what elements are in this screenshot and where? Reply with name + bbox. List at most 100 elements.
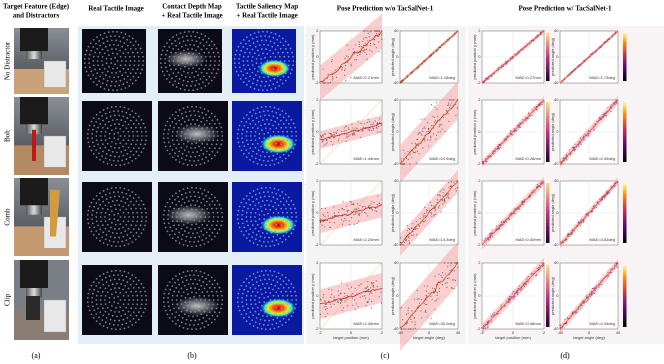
tactile-pin (265, 187, 267, 189)
tactile-pin (93, 39, 95, 41)
prediction-point (434, 309, 435, 310)
tactile-pin (124, 244, 126, 246)
prediction-point (333, 132, 334, 133)
tactile-pin (186, 62, 188, 64)
prediction-point (510, 296, 511, 297)
tactile-pin (143, 229, 145, 231)
tactile-pin (278, 299, 280, 301)
tactile-pin (102, 314, 104, 316)
tactile-pin (128, 124, 130, 126)
tactile-pin (125, 276, 127, 278)
tactile-pin (214, 236, 216, 238)
tactile-pin (280, 127, 282, 129)
tactile-pin (101, 60, 103, 62)
tactile-pin (283, 197, 285, 199)
prediction-point (581, 219, 582, 220)
tactile-pin (272, 310, 274, 312)
prediction-point (531, 108, 532, 109)
tactile-pin (295, 139, 297, 141)
tactile-pin (279, 56, 281, 58)
tactile-pin (234, 62, 236, 64)
tactile-pin (144, 208, 146, 210)
tactile-pin (239, 289, 241, 291)
tactile-pin (206, 314, 208, 316)
tactile-pin (86, 50, 88, 52)
tactile-pin (100, 295, 102, 297)
prediction-point (420, 218, 421, 219)
tactile-pin (245, 202, 247, 204)
prediction-point (447, 278, 448, 279)
tactile-pin (194, 147, 196, 149)
tactile-pin (118, 204, 120, 206)
tactile-pin (288, 287, 290, 289)
tactile-pin (250, 131, 252, 133)
prediction-point (532, 115, 533, 116)
tactile-pin (285, 48, 287, 50)
tactile-pin (89, 146, 91, 148)
tactile-pin (187, 164, 189, 166)
tactile-pin (241, 137, 243, 139)
tactile-pin (175, 240, 177, 242)
tactile-pin (280, 314, 282, 316)
tactile-pin (277, 220, 279, 222)
tactile-pin (123, 131, 125, 133)
tactile-pin (287, 52, 289, 54)
column-header: Real Tactile Image (88, 5, 144, 13)
tactile-pin (255, 311, 257, 313)
tactile-pin (192, 233, 194, 235)
tactile-pin (131, 191, 133, 193)
tactile-pin (141, 52, 143, 54)
prediction-point (325, 316, 326, 317)
tactile-pin (183, 271, 185, 273)
prediction-point (325, 301, 326, 302)
tactile-pin (255, 295, 257, 297)
tactile-pin (188, 315, 190, 317)
tactile-pin (262, 200, 264, 202)
prediction-point (412, 223, 413, 224)
tactile-pin (91, 218, 93, 220)
tactile-pin (256, 198, 258, 200)
tactile-pin (128, 205, 130, 207)
prediction-point (330, 306, 331, 307)
tactile-pin (249, 204, 251, 206)
prediction-point (514, 296, 515, 297)
tactile-pin (204, 288, 206, 290)
prediction-point (435, 120, 436, 121)
tactile-pin (105, 238, 107, 240)
tactile-pin (279, 64, 281, 66)
tactile-pin (253, 325, 255, 327)
tactile-pin (278, 272, 280, 274)
prediction-point (359, 213, 360, 214)
tactile-pin (130, 307, 132, 309)
tactile-pin (119, 223, 121, 225)
prediction-point (341, 69, 342, 70)
prediction-point (453, 279, 454, 280)
tactile-pin (290, 127, 292, 129)
tactile-pin (100, 299, 102, 301)
tactile-pin (133, 64, 135, 66)
prediction-point (367, 122, 368, 123)
tactile-pin (185, 192, 187, 194)
tactile-pin (97, 225, 99, 227)
tactile-pin (143, 204, 145, 206)
tactile-pin (260, 35, 262, 37)
prediction-point (578, 141, 579, 142)
tactile-pin (166, 50, 168, 52)
prediction-point (362, 50, 363, 51)
tactile-pin (135, 113, 137, 115)
tactile-pin (98, 199, 100, 201)
tactile-pin (106, 84, 108, 86)
tactile-pin (128, 299, 130, 301)
tactile-pin (114, 35, 116, 37)
tactile-pin (246, 320, 248, 322)
tactile-pin (196, 200, 198, 202)
tactile-pin (115, 127, 117, 129)
tactile-pin (276, 39, 278, 41)
prediction-point (438, 132, 439, 133)
tactile-pin (213, 216, 215, 218)
tactile-pin (214, 228, 216, 230)
tactile-pin (104, 135, 106, 137)
tactile-pin (209, 154, 211, 156)
tactile-pin (205, 278, 207, 280)
tactile-pin (112, 232, 114, 234)
